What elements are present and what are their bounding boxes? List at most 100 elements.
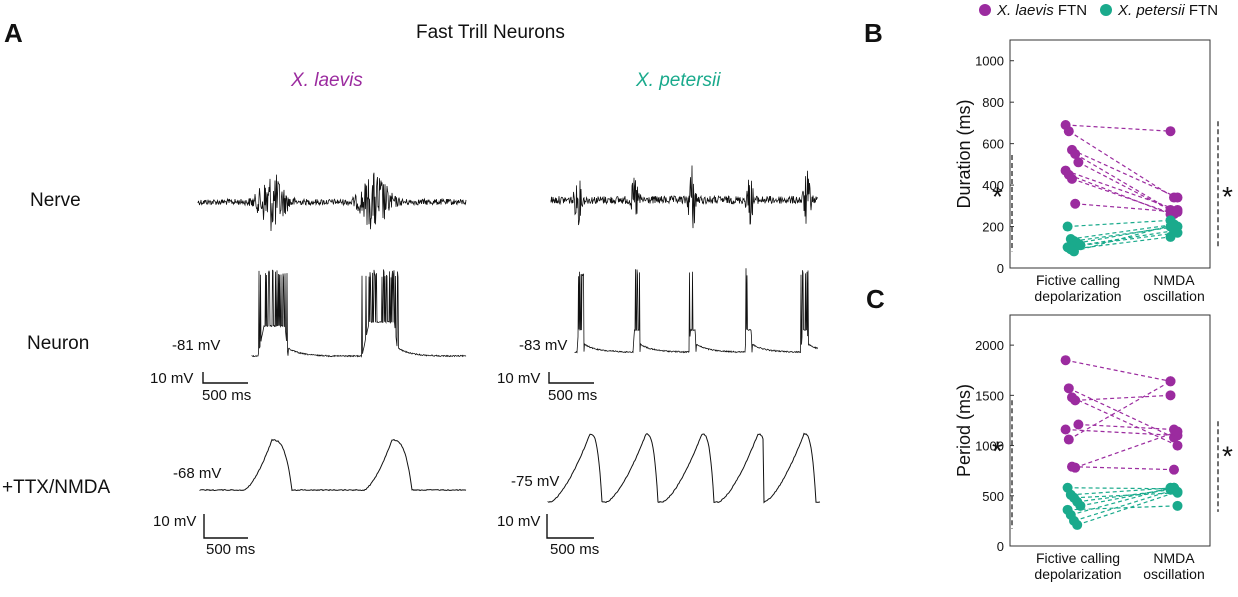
significance-star-right: * bbox=[1222, 181, 1233, 212]
legend-label-petersii: X. petersii bbox=[1117, 2, 1185, 19]
data-point bbox=[1070, 395, 1080, 405]
x-category-label: NMDA bbox=[1153, 272, 1195, 288]
data-point bbox=[1070, 199, 1080, 209]
x-category-label: Fictive calling bbox=[1036, 272, 1120, 288]
electrophysiology-traces bbox=[198, 166, 820, 503]
paired-line bbox=[1080, 231, 1174, 246]
data-point bbox=[1166, 232, 1176, 242]
legend-marker-petersii bbox=[1100, 4, 1112, 16]
data-point bbox=[1072, 520, 1082, 530]
scale-bar-petersii-neuron bbox=[549, 372, 594, 383]
y-tick-label: 0 bbox=[997, 539, 1004, 554]
species-label-laevis: X. laevis bbox=[291, 70, 363, 92]
paired-line bbox=[1066, 125, 1171, 131]
row-label-nerve: Nerve bbox=[30, 190, 81, 212]
data-point bbox=[1064, 383, 1074, 393]
data-point bbox=[1061, 424, 1071, 434]
period-chart: 0 500 1000 1500 2000 Period (ms) Fictive calli… bbox=[954, 315, 1233, 582]
paired-line bbox=[1072, 179, 1174, 214]
paired-line bbox=[1072, 467, 1174, 470]
nerve-trace-laevis bbox=[198, 173, 466, 231]
paired-line bbox=[1071, 224, 1174, 239]
paired-line bbox=[1074, 224, 1174, 251]
row-label-ttx-nmda: +TTX/NMDA bbox=[2, 477, 110, 499]
scale-bar-laevis-ttx bbox=[204, 514, 248, 538]
data-point bbox=[1070, 463, 1080, 473]
data-point bbox=[1063, 222, 1073, 232]
paired-line bbox=[1068, 220, 1171, 226]
data-point bbox=[1173, 501, 1183, 511]
data-point bbox=[1169, 219, 1179, 229]
potential-petersii-ttx: -75 mV bbox=[511, 473, 559, 490]
significance-star-left: * bbox=[992, 436, 1003, 467]
ttx-trace-laevis bbox=[200, 440, 466, 491]
legend-suffix-petersii: FTN bbox=[1185, 2, 1218, 19]
paired-line bbox=[1075, 432, 1177, 468]
y-tick-label: 200 bbox=[982, 220, 1004, 235]
data-point bbox=[1061, 355, 1071, 365]
legend-marker-laevis bbox=[979, 4, 991, 16]
paired-line bbox=[1069, 381, 1171, 439]
y-axis-label: Duration (ms) bbox=[954, 99, 974, 208]
data-point bbox=[1169, 465, 1179, 475]
paired-line bbox=[1077, 492, 1177, 525]
paired-line bbox=[1078, 424, 1174, 429]
x-category-label: depolarization bbox=[1034, 288, 1121, 304]
legend: X. laevis FTN X. petersii FTN bbox=[979, 2, 1218, 19]
panel-letter-b: B bbox=[864, 18, 883, 49]
panel-letter-a: A bbox=[4, 18, 23, 49]
paired-line bbox=[1072, 397, 1178, 445]
paired-line bbox=[1066, 360, 1171, 381]
data-point bbox=[1073, 157, 1083, 167]
panel-letter-c: C bbox=[866, 284, 885, 315]
ttx-trace-petersii bbox=[548, 434, 820, 503]
svg-text:X. petersii FTN: X. petersii FTN bbox=[1117, 2, 1218, 19]
y-tick-label: 2000 bbox=[975, 338, 1004, 353]
data-point bbox=[1166, 376, 1176, 386]
potential-petersii-neuron: -83 mV bbox=[519, 337, 567, 354]
data-point bbox=[1064, 435, 1074, 445]
paired-line bbox=[1072, 150, 1178, 198]
y-tick-label: 1500 bbox=[975, 388, 1004, 403]
paired-line bbox=[1066, 429, 1178, 435]
neuron-trace-petersii bbox=[575, 268, 818, 352]
legend-label-laevis: X. laevis bbox=[996, 2, 1054, 19]
y-tick-label: 0 bbox=[997, 261, 1004, 276]
scale-voltage-petersii-neuron: 10 mV bbox=[497, 370, 540, 387]
y-tick-label: 800 bbox=[982, 95, 1004, 110]
scale-bar-petersii-ttx bbox=[547, 514, 594, 538]
x-category-label: oscillation bbox=[1143, 288, 1204, 304]
paired-line bbox=[1074, 490, 1174, 521]
scale-voltage-laevis-ttx: 10 mV bbox=[153, 513, 196, 530]
x-category-label: Fictive calling bbox=[1036, 550, 1120, 566]
potential-laevis-ttx: -68 mV bbox=[173, 465, 221, 482]
data-point bbox=[1173, 487, 1183, 497]
y-tick-label: 500 bbox=[982, 489, 1004, 504]
scale-bar-laevis-neuron bbox=[203, 372, 248, 383]
data-point bbox=[1166, 126, 1176, 136]
scale-time-petersii-ttx: 500 ms bbox=[550, 541, 599, 558]
scale-voltage-laevis-neuron: 10 mV bbox=[150, 370, 193, 387]
y-axis-label: Period (ms) bbox=[954, 384, 974, 477]
x-category-label: NMDA bbox=[1153, 550, 1195, 566]
species-label-petersii: X. petersii bbox=[636, 70, 720, 92]
scale-time-laevis-neuron: 500 ms bbox=[202, 387, 251, 404]
significance-star-right: * bbox=[1222, 441, 1233, 472]
y-tick-label: 600 bbox=[982, 137, 1004, 152]
scale-voltage-petersii-ttx: 10 mV bbox=[497, 513, 540, 530]
duration-chart: 0 200 400 600 800 1000 Duration (ms) Fictive ca… bbox=[954, 40, 1233, 304]
data-point bbox=[1064, 126, 1074, 136]
x-category-label: oscillation bbox=[1143, 566, 1204, 582]
paired-line bbox=[1069, 388, 1174, 437]
paired-line bbox=[1075, 154, 1170, 210]
nerve-trace-petersii bbox=[551, 166, 818, 229]
scale-time-petersii-neuron: 500 ms bbox=[548, 387, 597, 404]
row-label-neuron: Neuron bbox=[27, 333, 89, 355]
neuron-trace-laevis bbox=[252, 270, 466, 357]
data-point bbox=[1173, 427, 1183, 437]
data-point bbox=[1067, 174, 1077, 184]
legend-suffix-laevis: FTN bbox=[1054, 2, 1087, 19]
data-point bbox=[1073, 419, 1083, 429]
svg-text:X. laevis FTN: X. laevis FTN bbox=[996, 2, 1087, 19]
